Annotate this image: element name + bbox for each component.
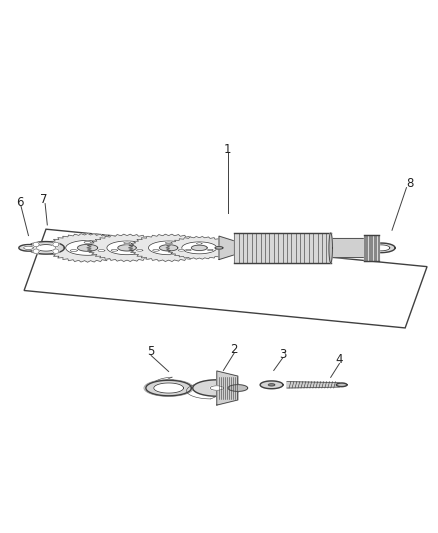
Polygon shape (191, 245, 207, 251)
Polygon shape (153, 249, 159, 251)
Polygon shape (36, 245, 56, 251)
Polygon shape (372, 245, 390, 251)
Polygon shape (57, 241, 377, 254)
Text: 7: 7 (40, 193, 48, 206)
Polygon shape (260, 381, 283, 389)
Polygon shape (137, 249, 143, 251)
Polygon shape (166, 242, 172, 244)
Polygon shape (331, 238, 364, 257)
Polygon shape (166, 237, 233, 259)
Polygon shape (364, 235, 379, 261)
Polygon shape (210, 386, 223, 390)
Polygon shape (215, 246, 223, 249)
Polygon shape (33, 242, 39, 247)
Text: 5: 5 (148, 345, 155, 358)
Polygon shape (78, 245, 98, 251)
Polygon shape (219, 236, 234, 260)
Polygon shape (287, 382, 339, 388)
Polygon shape (182, 242, 217, 254)
Text: 2: 2 (230, 343, 238, 356)
Polygon shape (98, 249, 105, 252)
Polygon shape (193, 380, 241, 396)
Polygon shape (70, 249, 77, 252)
Polygon shape (234, 233, 331, 263)
Polygon shape (28, 241, 64, 254)
Polygon shape (208, 249, 213, 251)
Text: 3: 3 (279, 348, 286, 361)
Polygon shape (329, 233, 332, 263)
Polygon shape (111, 249, 117, 251)
Polygon shape (124, 242, 130, 244)
Text: 4: 4 (336, 353, 343, 366)
Polygon shape (128, 234, 209, 262)
Polygon shape (367, 243, 395, 253)
Polygon shape (33, 249, 39, 254)
Polygon shape (52, 246, 62, 249)
Polygon shape (66, 240, 110, 255)
Polygon shape (268, 384, 275, 386)
Text: 1: 1 (224, 143, 232, 156)
Polygon shape (107, 241, 147, 255)
Polygon shape (217, 371, 238, 405)
Polygon shape (84, 241, 91, 244)
Polygon shape (159, 245, 178, 251)
Polygon shape (148, 241, 189, 255)
Polygon shape (53, 249, 59, 254)
Polygon shape (24, 229, 427, 328)
Polygon shape (118, 245, 136, 251)
Text: 6: 6 (16, 196, 24, 209)
Text: 8: 8 (406, 177, 413, 190)
Polygon shape (186, 249, 191, 251)
Polygon shape (53, 242, 59, 247)
Polygon shape (228, 385, 247, 391)
Polygon shape (24, 246, 33, 249)
Polygon shape (154, 383, 184, 393)
Polygon shape (197, 243, 202, 244)
Polygon shape (336, 383, 347, 386)
Polygon shape (87, 234, 167, 262)
Polygon shape (178, 249, 184, 251)
Polygon shape (146, 380, 191, 396)
Polygon shape (19, 245, 38, 251)
Polygon shape (46, 233, 130, 262)
